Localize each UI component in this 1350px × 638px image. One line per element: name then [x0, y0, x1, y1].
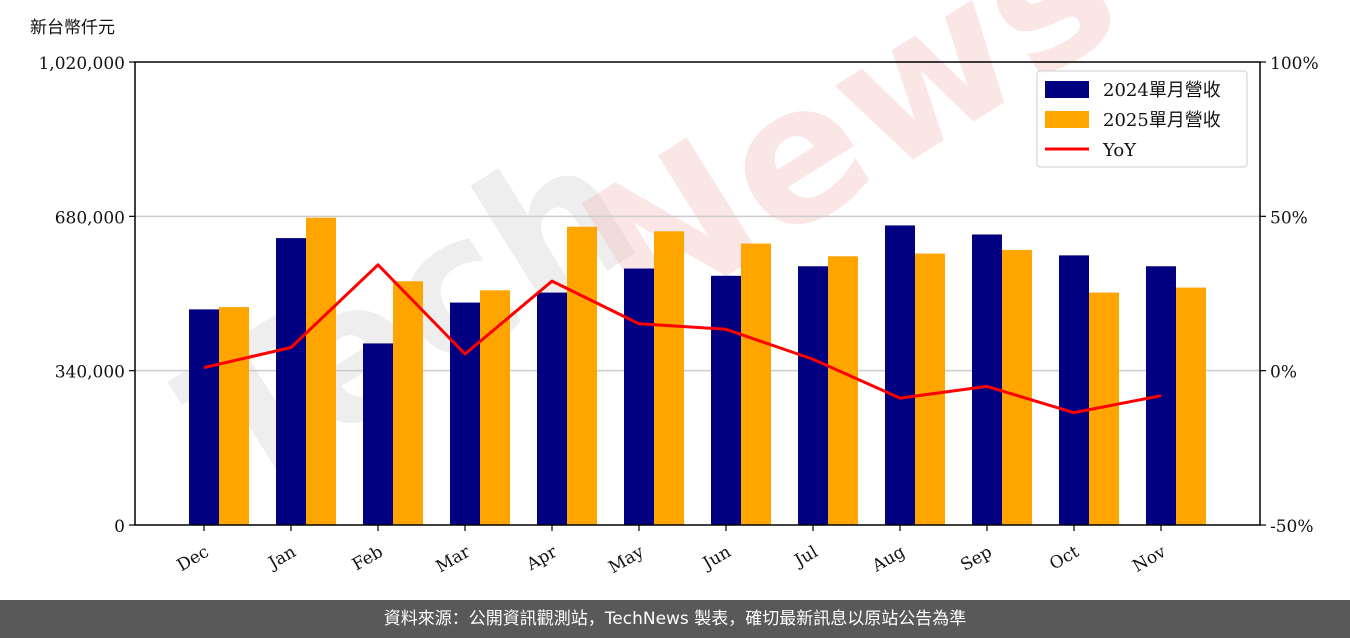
x-tick-label: Mar — [433, 542, 475, 578]
right-tick-label: 0% — [1270, 363, 1297, 383]
x-tick-label: Sep — [957, 542, 995, 576]
bar-2025-jul — [828, 256, 858, 525]
legend-swatch — [1045, 81, 1089, 98]
bar-2025-jan — [306, 217, 336, 525]
x-tick-label: Nov — [1129, 542, 1169, 577]
x-tick-label: Dec — [174, 542, 213, 576]
bar-2025-may — [654, 231, 684, 525]
right-tick-label: 100% — [1270, 54, 1319, 74]
x-tick-label: Apr — [523, 542, 562, 576]
bar-2025-mar — [480, 290, 510, 525]
right-tick-label: 50% — [1270, 208, 1308, 228]
x-tick-label: Aug — [868, 542, 909, 577]
x-tick-label: Jun — [698, 542, 735, 575]
bar-2024-jul — [798, 266, 828, 525]
left-tick-label: 340,000 — [55, 363, 125, 383]
bar-2025-nov — [1176, 287, 1206, 525]
bar-2024-dec — [189, 309, 219, 525]
left-tick-label: 0 — [114, 517, 125, 537]
bar-2024-apr — [537, 292, 567, 525]
bar-2024-oct — [1059, 255, 1089, 525]
revenue-chart: TechNews0340,000680,0001,020,000-50%0%50… — [30, 0, 1319, 578]
bar-2025-dec — [219, 307, 249, 525]
bar-2025-aug — [915, 253, 945, 525]
yoy-line — [203, 263, 1162, 415]
x-tick-label: May — [605, 542, 648, 578]
source-footer: 資料來源：公開資訊觀測站，TechNews 製表，確切最新訊息以原站公告為準 — [0, 600, 1350, 638]
bar-2024-sep — [972, 234, 1002, 526]
bar-2024-jun — [711, 275, 741, 525]
legend-swatch — [1045, 111, 1089, 128]
x-tick-label: Jan — [264, 542, 300, 574]
bar-2025-jun — [741, 243, 771, 525]
bar-2024-mar — [450, 302, 480, 525]
bar-2024-may — [624, 268, 654, 525]
bar-2025-feb — [393, 281, 423, 525]
bar-2024-jan — [276, 238, 306, 525]
legend-label: 2025單月營收 — [1103, 110, 1221, 131]
x-tick-label: Feb — [349, 542, 387, 575]
left-tick-label: 680,000 — [55, 208, 125, 228]
bar-2024-aug — [885, 225, 915, 526]
bar-2024-nov — [1146, 266, 1176, 525]
legend-box — [1036, 70, 1248, 168]
bar-2025-apr — [567, 226, 597, 525]
unit-label: 新台幣仟元 — [30, 18, 115, 38]
legend-label: 2024單月營收 — [1103, 80, 1221, 101]
legend-label: YoY — [1102, 140, 1137, 161]
plot-frame — [134, 61, 1261, 526]
bar-2024-feb — [363, 343, 393, 525]
left-tick-label: 1,020,000 — [38, 54, 125, 74]
right-tick-label: -50% — [1270, 517, 1314, 537]
x-tick-label: Oct — [1046, 542, 1082, 575]
bar-2025-sep — [1002, 249, 1032, 525]
x-tick-label: Jul — [790, 542, 822, 572]
